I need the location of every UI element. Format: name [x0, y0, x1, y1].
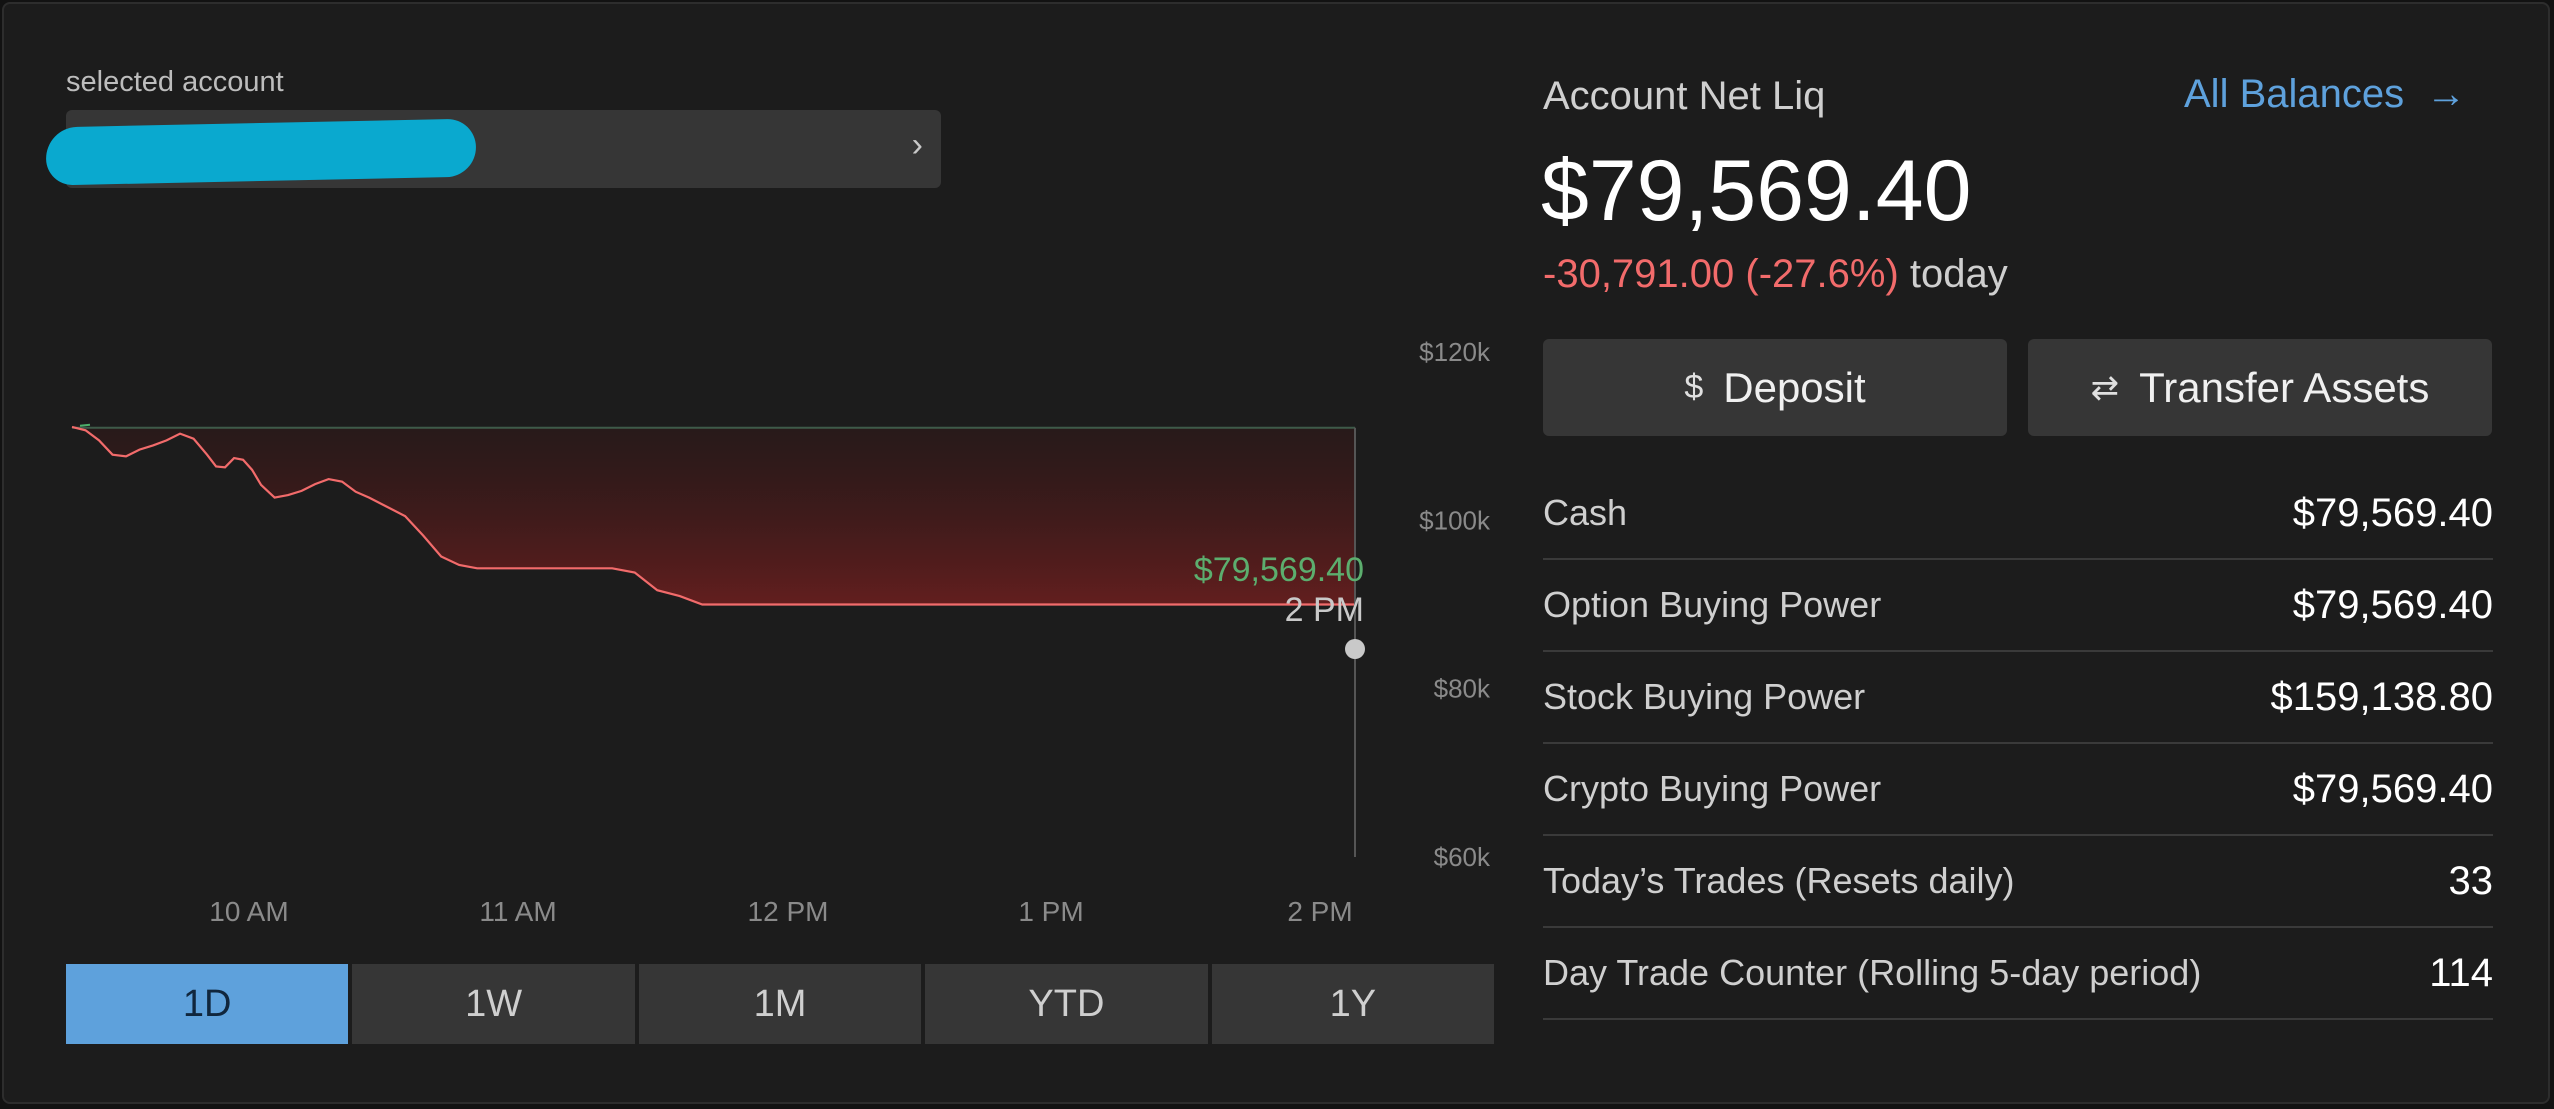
x-tick-label: 10 AM	[209, 896, 288, 927]
range-1m[interactable]: 1M	[638, 964, 922, 1044]
balance-row: Stock Buying Power $159,138.80	[1543, 652, 2493, 744]
cursor-value-label: $79,569.40	[1194, 551, 1364, 589]
y-tick-label: $100k	[1419, 505, 1491, 535]
balance-label: Crypto Buying Power	[1543, 768, 1882, 809]
y-tick-label: $80k	[1434, 674, 1491, 704]
change-period: today	[1909, 252, 2008, 296]
open-tick	[79, 423, 91, 427]
balance-row: Today’s Trades (Resets daily) 33	[1543, 836, 2493, 928]
balance-label: Cash	[1543, 492, 1628, 533]
transfer-label: Transfer Assets	[2139, 363, 2430, 411]
balance-value: $79,569.40	[2292, 490, 2493, 535]
change-amount: -30,791.00 (-27.6%)	[1543, 252, 1899, 296]
transfer-arrows-icon: ⇄	[2090, 368, 2120, 407]
time-range-selector: 1D 1W 1M YTD 1Y	[66, 964, 1495, 1044]
account-selector[interactable]: ›	[45, 110, 941, 188]
balances-list: Cash $79,569.40 Option Buying Power $79,569…	[1543, 468, 2493, 1020]
x-tick-label: 11 AM	[479, 896, 556, 927]
balance-row: Cash $79,569.40	[1543, 468, 2493, 560]
balance-label: Stock Buying Power	[1543, 676, 1866, 717]
range-ytd[interactable]: YTD	[925, 964, 1208, 1044]
selected-account-label: selected account	[66, 66, 284, 98]
cursor-dot	[1345, 639, 1365, 659]
balance-label: Day Trade Counter (Rolling 5-day period)	[1543, 952, 2202, 993]
balance-row: Day Trade Counter (Rolling 5-day period)…	[1543, 928, 2493, 1020]
balance-value: $159,138.80	[2270, 674, 2493, 719]
loss-area	[72, 426, 1355, 605]
x-tick-label: 12 PM	[748, 896, 829, 927]
deposit-label: Deposit	[1723, 363, 1866, 411]
net-liq-value: $79,569.40	[1541, 143, 1972, 239]
all-balances-link[interactable]: All Balances →	[2184, 72, 2466, 117]
chevron-right-icon: ›	[911, 126, 923, 164]
balance-label: Today’s Trades (Resets daily)	[1543, 860, 2015, 901]
net-liq-label: Account Net Liq	[1543, 74, 1826, 118]
balance-value: 33	[2448, 858, 2494, 903]
balance-row: Option Buying Power $79,569.40	[1543, 560, 2493, 652]
range-1w[interactable]: 1W	[352, 964, 635, 1044]
arrow-right-icon: →	[2426, 72, 2467, 116]
x-tick-label: 2 PM	[1287, 896, 1352, 927]
balance-value: $79,569.40	[2292, 766, 2493, 811]
dollar-icon: $	[1684, 368, 1704, 406]
transfer-assets-button[interactable]: ⇄ Transfer Assets	[2028, 339, 2492, 436]
balance-value: $79,569.40	[2292, 582, 2493, 627]
range-1y[interactable]: 1Y	[1211, 964, 1495, 1044]
balance-row: Crypto Buying Power $79,569.40	[1543, 744, 2493, 836]
deposit-button[interactable]: $ Deposit	[1543, 339, 2007, 436]
balance-label: Option Buying Power	[1543, 584, 1882, 625]
range-1d[interactable]: 1D	[66, 964, 349, 1044]
y-tick-label: $60k	[1434, 842, 1491, 872]
balance-value: 114	[2429, 950, 2493, 995]
y-tick-label: $120k	[1419, 337, 1491, 367]
cursor-time-label: 2 PM	[1285, 591, 1364, 629]
all-balances-label: All Balances	[2184, 72, 2405, 116]
net-liq-line	[71, 425, 1355, 606]
x-tick-label: 1 PM	[1018, 896, 1083, 927]
daily-change: -30,791.00 (-27.6%) today	[1543, 252, 2008, 297]
